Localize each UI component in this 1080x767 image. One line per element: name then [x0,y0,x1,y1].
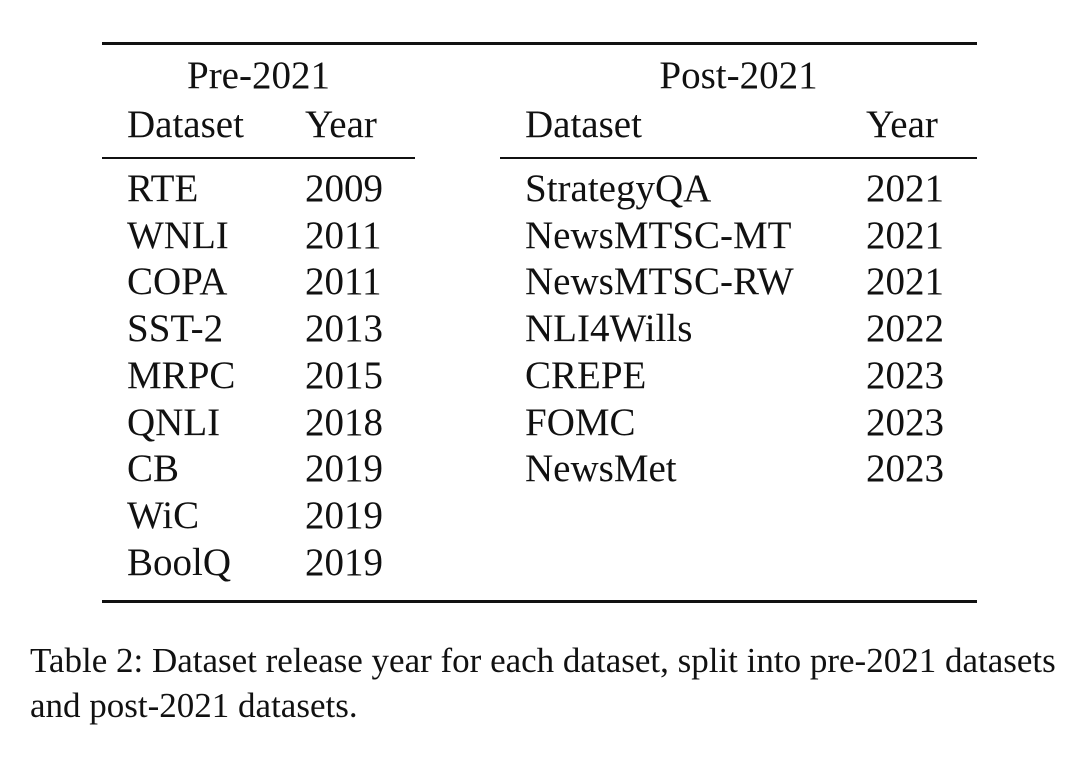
dataset-cell: BoolQ [127,540,232,584]
year-cell: 2015 [305,353,383,397]
dataset-cell: COPA [127,260,228,304]
dataset-cell: SST-2 [127,307,224,351]
dataset-cell: CREPE [525,353,647,397]
post-midrule [500,157,977,159]
bottom-rule [102,600,977,603]
year-cell: 2019 [305,540,383,584]
dataset-cell: WiC [127,493,200,537]
dataset-cell: StrategyQA [525,167,712,210]
dataset-cell: QNLI [127,400,221,444]
year-cell: 2013 [305,307,383,351]
dataset-cell: NewsMet [525,447,677,491]
year-cell: 2011 [305,213,382,257]
dataset-cell: NewsMTSC-MT [525,213,792,257]
year-cell: 2023 [866,400,944,444]
dataset-cell: WNLI [127,213,229,257]
table-caption: Table 2: Dataset release year for each d… [30,641,1056,725]
dataset-cell: CB [127,447,180,491]
pre-dataset-header: Dataset [127,103,244,146]
post-dataset-header: Dataset [525,103,642,146]
year-cell: 2023 [866,353,944,397]
dataset-cell: RTE [127,167,199,210]
post-year-header: Year [866,103,938,146]
year-cell: 2021 [866,260,944,304]
year-cell: 2021 [866,167,944,210]
dataset-cell: NewsMTSC-RW [525,260,794,304]
pre-midrule [102,157,415,159]
year-cell: 2009 [305,167,383,210]
pre-2021-group-header: Pre-2021 [187,54,330,97]
year-cell: 2021 [866,213,944,257]
year-cell: 2018 [305,400,383,444]
pre-year-header: Year [305,103,377,146]
year-cell: 2019 [305,447,383,491]
post-2021-group-header: Post-2021 [659,54,818,97]
year-cell: 2011 [305,260,382,304]
year-cell: 2023 [866,447,944,491]
year-cell: 2019 [305,493,383,537]
top-rule [102,42,977,45]
year-cell: 2022 [866,307,944,351]
dataset-cell: FOMC [525,400,636,444]
dataset-cell: NLI4Wills [525,307,693,351]
dataset-cell: MRPC [127,353,236,397]
